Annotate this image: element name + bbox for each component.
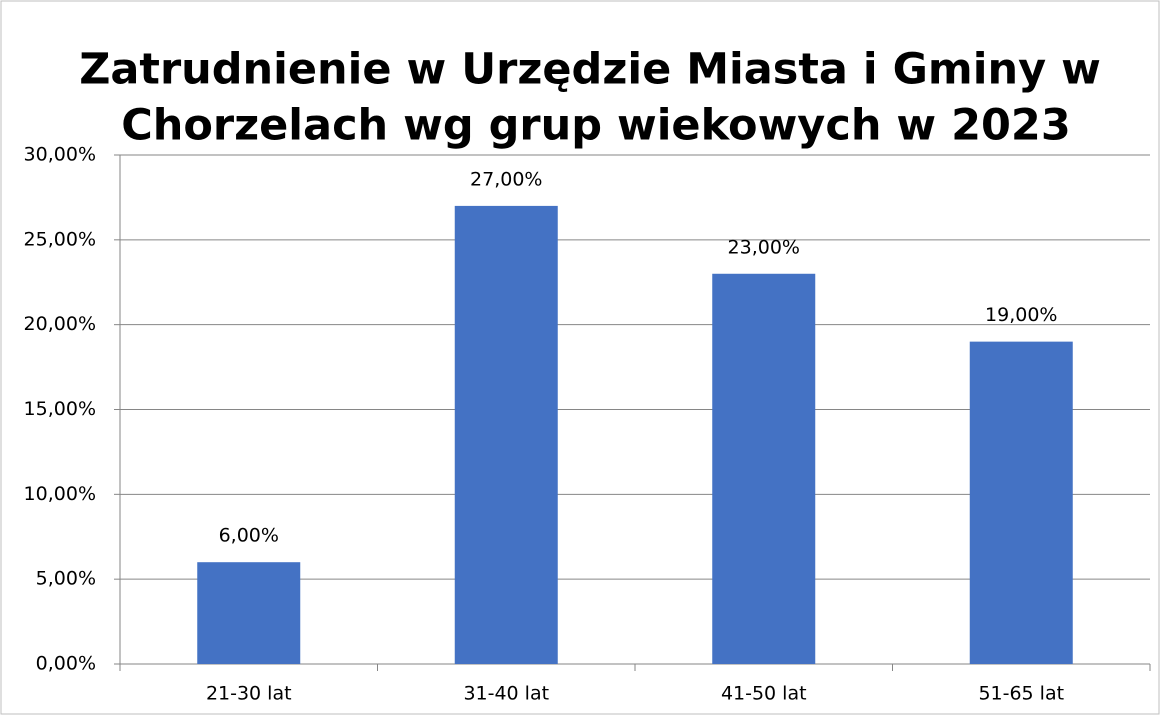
y-tick-label: 30,00%: [24, 144, 96, 166]
x-tick-label: 31-40 lat: [463, 683, 549, 705]
y-tick-label: 20,00%: [24, 313, 96, 335]
bar: [712, 273, 816, 664]
chart-title: Chorzelach wg grup wiekowych w 2023: [121, 101, 1071, 151]
y-tick-label: 25,00%: [24, 228, 96, 250]
chart-title: Zatrudnienie w Urzędzie Miasta i Gminy w: [79, 45, 1101, 95]
y-tick-label: 5,00%: [36, 568, 96, 590]
data-label: 27,00%: [470, 168, 542, 190]
y-tick-label: 0,00%: [36, 653, 96, 675]
data-label: 6,00%: [219, 525, 279, 547]
y-tick-label: 15,00%: [24, 398, 96, 420]
bar: [197, 562, 301, 664]
data-label: 19,00%: [985, 304, 1057, 326]
y-tick-label: 10,00%: [24, 483, 96, 505]
bar: [969, 341, 1073, 664]
x-tick-label: 21-30 lat: [206, 683, 292, 705]
x-tick-label: 51-65 lat: [978, 683, 1064, 705]
data-label: 23,00%: [728, 236, 800, 258]
x-tick-label: 41-50 lat: [721, 683, 807, 705]
bar: [454, 205, 558, 664]
